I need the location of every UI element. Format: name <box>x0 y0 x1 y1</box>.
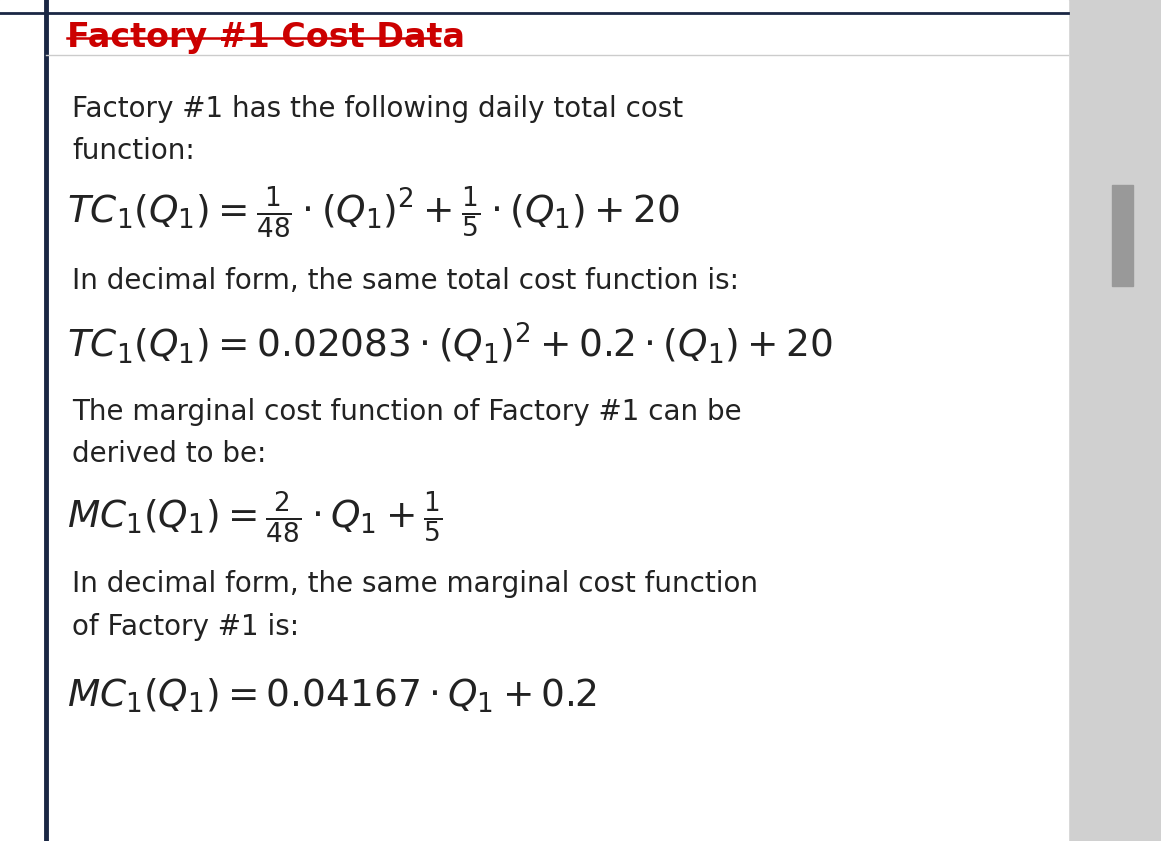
Text: $MC_1(Q_1) = 0.04167 \cdot Q_1 + 0.2$: $MC_1(Q_1) = 0.04167 \cdot Q_1 + 0.2$ <box>67 677 597 716</box>
Text: In decimal form, the same total cost function is:: In decimal form, the same total cost fun… <box>72 267 740 295</box>
Text: derived to be:: derived to be: <box>72 440 266 468</box>
Bar <box>1068 0 1161 841</box>
Text: $MC_1(Q_1) = \frac{2}{48} \cdot Q_1 + \frac{1}{5}$: $MC_1(Q_1) = \frac{2}{48} \cdot Q_1 + \f… <box>67 489 442 545</box>
Text: Factory #1 has the following daily total cost: Factory #1 has the following daily total… <box>72 95 683 124</box>
Bar <box>1112 185 1133 286</box>
Text: $TC_1(Q_1) = \frac{1}{48} \cdot (Q_1)^2 + \frac{1}{5} \cdot (Q_1) + 20$: $TC_1(Q_1) = \frac{1}{48} \cdot (Q_1)^2 … <box>67 184 679 240</box>
Text: $TC_1(Q_1) = 0.02083 \cdot (Q_1)^2 + 0.2 \cdot (Q_1) + 20$: $TC_1(Q_1) = 0.02083 \cdot (Q_1)^2 + 0.2… <box>67 320 832 366</box>
Text: In decimal form, the same marginal cost function: In decimal form, the same marginal cost … <box>72 570 758 599</box>
Text: of Factory #1 is:: of Factory #1 is: <box>72 612 300 641</box>
Text: Factory #1 Cost Data: Factory #1 Cost Data <box>67 21 466 55</box>
Text: function:: function: <box>72 137 195 166</box>
Text: The marginal cost function of Factory #1 can be: The marginal cost function of Factory #1… <box>72 398 742 426</box>
